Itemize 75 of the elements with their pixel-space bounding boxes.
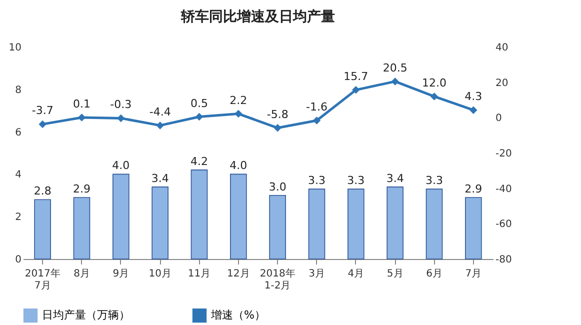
data-label: 3.3 <box>426 174 443 188</box>
legend-label: 增速（%） <box>210 308 266 322</box>
data-label: 2.2 <box>230 94 248 107</box>
bar <box>190 170 208 260</box>
data-label: 15.7 <box>344 70 368 83</box>
x-tick-label: 10月 <box>148 268 172 280</box>
y2-tick-label: -60 <box>496 219 512 230</box>
data-label: 4.0 <box>230 159 248 172</box>
point <box>430 92 438 100</box>
y2-tick-label: 40 <box>496 42 508 54</box>
data-label: 3.4 <box>386 172 404 185</box>
data-label: -3.7 <box>32 104 54 118</box>
point <box>117 114 125 122</box>
point <box>195 112 204 121</box>
bar <box>308 188 326 260</box>
data-label: 12.0 <box>422 76 446 90</box>
point <box>352 86 360 94</box>
data-label: 2.9 <box>464 182 482 196</box>
data-label: 2.9 <box>73 182 90 196</box>
bar <box>152 186 168 260</box>
point <box>312 116 321 124</box>
y2-tick-label: -40 <box>496 184 512 195</box>
bar <box>348 188 364 260</box>
y-tick-label: 4 <box>15 170 22 181</box>
bar <box>230 174 247 260</box>
data-label: 3.3 <box>308 174 326 188</box>
data-label: 0.1 <box>73 97 90 110</box>
data-label: -4.4 <box>149 105 171 118</box>
y-tick-label: 6 <box>15 127 22 138</box>
data-label: 20.5 <box>382 61 408 74</box>
data-label: -0.3 <box>110 98 132 112</box>
y2-tick-label: 20 <box>496 78 508 89</box>
x-tick-label: 4月 <box>348 268 364 280</box>
y2-tick-label: -20 <box>496 148 512 160</box>
y-tick-label: 2 <box>15 212 22 224</box>
point <box>274 124 282 132</box>
point <box>38 120 46 128</box>
x-tick-label: 3月 <box>308 268 325 280</box>
x-tick-label: 2018年 1-2月 <box>260 268 296 292</box>
bar <box>426 188 443 260</box>
x-tick-label: 12月 <box>227 268 250 280</box>
data-label: 2.8 <box>34 184 52 198</box>
bar <box>73 197 90 260</box>
bar <box>112 174 130 260</box>
y-tick-label: 10 <box>8 42 22 54</box>
x-tick-label: 2017年 7月 <box>24 268 60 292</box>
y2-tick-label: -80 <box>496 254 512 266</box>
chart-title: 轿车同比增速及日均产量 <box>180 8 335 25</box>
x-tick-label: 11月 <box>188 268 211 280</box>
point <box>156 122 164 130</box>
x-tick-label: 5月 <box>386 268 404 280</box>
data-label: 4.0 <box>112 159 130 172</box>
x-tick-label: 8月 <box>74 268 90 280</box>
data-label: 3.4 <box>151 172 169 185</box>
x-tick-label: 9月 <box>112 268 130 280</box>
point <box>470 106 478 114</box>
data-label: 3.3 <box>347 174 365 188</box>
x-tick-label: 6月 <box>426 268 442 280</box>
data-label: 4.3 <box>464 90 482 104</box>
point <box>234 110 242 118</box>
y-tick-label: 8 <box>15 84 22 96</box>
data-label: 3.0 <box>268 180 286 194</box>
bar <box>34 199 51 260</box>
point <box>391 78 399 86</box>
bar <box>386 186 404 260</box>
data-label: -5.8 <box>266 108 288 121</box>
data-label: -1.6 <box>306 100 328 114</box>
data-label: 4.2 <box>190 154 208 168</box>
bar <box>465 197 482 260</box>
legend-label: 日均产量（万辆） <box>42 308 130 322</box>
y-tick-label: 0 <box>15 254 22 266</box>
data-label: 0.5 <box>190 96 208 110</box>
bar <box>269 195 286 260</box>
y2-tick-label: 0 <box>496 113 502 124</box>
x-tick-label: 7月 <box>465 268 482 280</box>
